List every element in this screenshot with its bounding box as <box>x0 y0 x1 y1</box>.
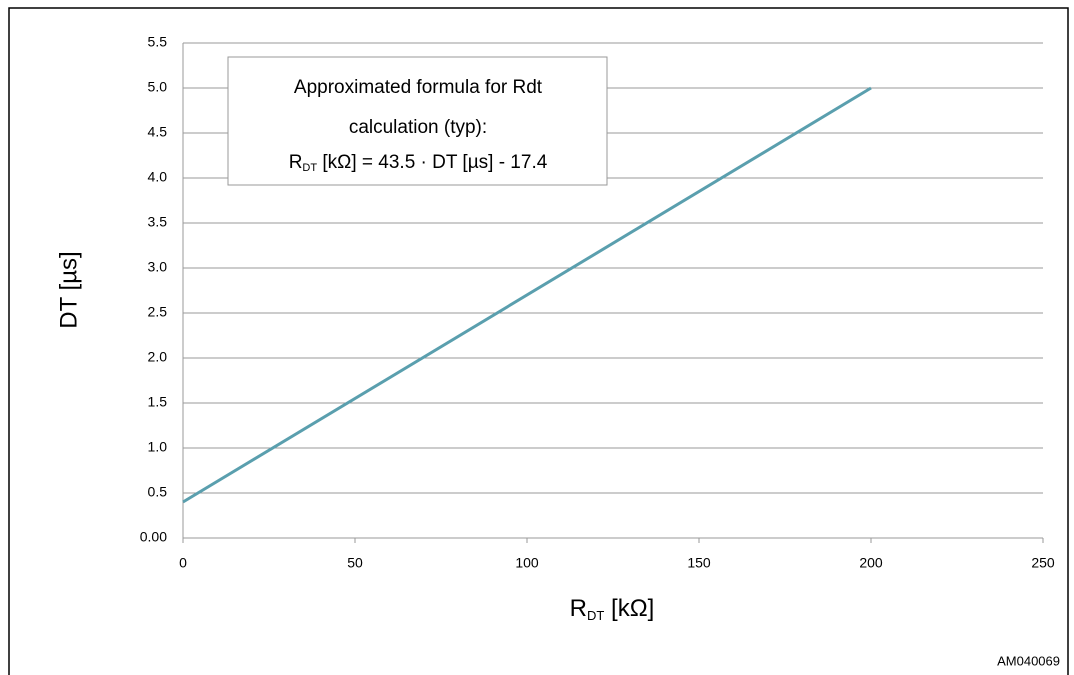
formula-main: R <box>289 152 303 173</box>
y-tick-label: 3.5 <box>148 214 168 230</box>
annotation-line: calculation (typ): <box>349 117 487 138</box>
x-tick-label: 100 <box>515 555 539 571</box>
y-tick-label: 0.5 <box>148 484 168 500</box>
formula-sub: DT <box>302 162 317 174</box>
annotation-line: Approximated formula for Rdt <box>294 77 543 98</box>
frame <box>8 7 1069 675</box>
y-tick-label: 2.5 <box>148 304 168 320</box>
figure-id: AM040069 <box>997 653 1060 668</box>
y-tick-label: 2.0 <box>148 349 168 365</box>
annotation-formula: RDT [kΩ] = 43.5 · DT [µs] - 17.4 <box>289 152 548 174</box>
y-tick-label: 5.0 <box>148 79 168 95</box>
x-tick-label: 200 <box>859 555 883 571</box>
x-tick-label: 150 <box>687 555 711 571</box>
x-label-sub: DT <box>587 608 604 623</box>
x-tick-label: 50 <box>347 555 363 571</box>
y-tick-label: 1.5 <box>148 394 168 410</box>
x-tick-label: 250 <box>1031 555 1055 571</box>
formula-rest: [kΩ] = 43.5 · DT [µs] - 17.4 <box>317 152 548 173</box>
x-axis-label: RDT [kΩ] <box>570 595 655 623</box>
x-label-main: R <box>570 595 587 622</box>
annotation-box <box>227 56 608 186</box>
y-tick-label: 0.00 <box>140 529 167 545</box>
y-tick-label: 5.5 <box>148 34 168 50</box>
plot-area: 0.00 0.5 1.0 1.5 2.0 2.5 3.0 3.5 4.0 4.5 5.0 5.5 0 50… <box>140 34 1055 571</box>
y-tick-label: 4.5 <box>148 124 168 140</box>
x-label-rest: [kΩ] <box>604 595 654 622</box>
x-tick-label: 0 <box>179 555 187 571</box>
y-tick-label: 3.0 <box>148 259 168 275</box>
y-tick-label: 4.0 <box>148 169 168 185</box>
y-tick-label: 1.0 <box>148 439 168 455</box>
y-axis-label: DT [µs] <box>55 251 82 328</box>
data-line <box>182 86 872 504</box>
